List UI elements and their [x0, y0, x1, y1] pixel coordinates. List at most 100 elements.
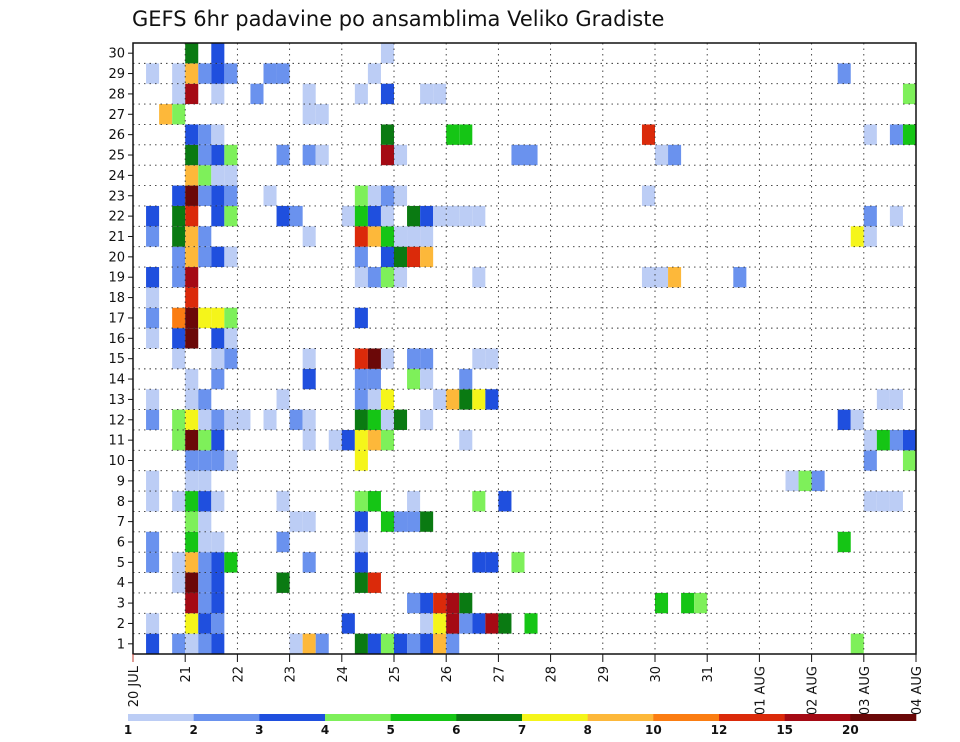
- heatmap-cell: [380, 267, 394, 288]
- heatmap-cell: [172, 307, 186, 329]
- colorbar-label: 20: [842, 723, 859, 737]
- heatmap-cell: [341, 429, 355, 451]
- heatmap-cell: [146, 552, 160, 573]
- heatmap-cell: [420, 633, 434, 654]
- heatmap-cell: [354, 491, 368, 512]
- heatmap-cell: [472, 205, 486, 227]
- heatmap-cell: [198, 144, 212, 166]
- heatmap-cell: [798, 470, 812, 492]
- heatmap-cell: [185, 572, 199, 593]
- heatmap-cell: [211, 633, 225, 654]
- y-tick-label: 4: [117, 576, 125, 591]
- heatmap-cell: [655, 592, 669, 614]
- heatmap-cell: [655, 144, 669, 166]
- y-tick-label: 27: [108, 108, 125, 123]
- heatmap-cell: [211, 246, 225, 268]
- heatmap-cell: [146, 633, 160, 654]
- heatmap-cell: [485, 613, 499, 634]
- heatmap-cell: [185, 205, 199, 227]
- colorbar-label: 2: [189, 723, 197, 737]
- heatmap-cell: [185, 592, 199, 614]
- heatmap-cell: [146, 307, 160, 329]
- heatmap-cell: [302, 83, 316, 105]
- x-axis-ticks: 20 JUL 21 22 23 24 25 26 27 28 29 30 31 01 AUG 02 AUG…: [127, 654, 925, 715]
- heatmap-cell: [407, 491, 421, 512]
- heatmap-cell: [472, 613, 486, 634]
- x-tick-label: 02 AUG: [806, 666, 821, 715]
- heatmap-cell: [185, 226, 199, 247]
- heatmap-cell: [889, 124, 903, 145]
- heatmap-cell: [837, 63, 851, 84]
- heatmap-cell: [472, 552, 486, 573]
- heatmap-cell: [354, 226, 368, 247]
- heatmap-cell: [211, 63, 225, 84]
- heatmap-cell: [420, 83, 434, 105]
- y-axis-ticks: 1234567891011121314151617181920212223242…: [108, 47, 133, 652]
- y-tick-label: 18: [108, 291, 125, 306]
- heatmap-cell: [380, 409, 394, 430]
- heatmap-cell: [302, 633, 316, 654]
- heatmap-cell: [224, 450, 238, 471]
- heatmap-cell: [211, 429, 225, 451]
- heatmap-cell: [876, 491, 890, 512]
- heatmap-cell: [224, 205, 238, 227]
- heatmap-cell: [863, 205, 877, 227]
- y-tick-label: 30: [108, 47, 125, 62]
- heatmap-cell: [198, 491, 212, 512]
- heatmap-cell: [224, 348, 238, 369]
- heatmap-cell: [459, 124, 473, 145]
- heatmap-cell: [420, 246, 434, 268]
- heatmap-cell: [263, 409, 277, 430]
- heatmap-cell: [211, 205, 225, 227]
- heatmap-cell: [302, 429, 316, 451]
- heatmap-cell: [420, 511, 434, 532]
- heatmap-cell: [407, 226, 421, 247]
- x-tick-label: 22: [231, 666, 246, 683]
- heatmap-cell: [498, 491, 512, 512]
- y-tick-label: 12: [108, 413, 125, 428]
- heatmap-cell: [367, 226, 381, 247]
- heatmap-cell: [407, 368, 421, 390]
- heatmap-cell: [394, 185, 408, 206]
- heatmap-cell: [211, 307, 225, 329]
- heatmap-cell: [472, 389, 486, 410]
- x-tick-label: 30: [649, 666, 664, 683]
- heatmap-cell: [407, 246, 421, 268]
- heatmap-cell: [302, 104, 316, 125]
- heatmap-cell: [394, 409, 408, 430]
- heatmap-cell: [211, 552, 225, 573]
- heatmap-cell: [185, 531, 199, 553]
- heatmap-cell: [641, 185, 655, 206]
- colorbar-label: 4: [321, 723, 329, 737]
- heatmap-cell: [811, 470, 825, 492]
- heatmap-cell: [380, 124, 394, 145]
- heatmap-cell: [276, 531, 290, 553]
- heatmap-cell: [276, 491, 290, 512]
- heatmap-cell: [302, 511, 316, 532]
- heatmap-cell: [224, 246, 238, 268]
- heatmap-cell: [185, 613, 199, 634]
- heatmap-cell: [198, 165, 212, 186]
- heatmap-cell: [328, 429, 342, 451]
- heatmap-cell: [302, 368, 316, 390]
- heatmap-cell: [459, 205, 473, 227]
- x-tick-label: 20 JUL: [127, 665, 142, 707]
- heatmap-cell: [185, 144, 199, 166]
- heatmap-cell: [472, 491, 486, 512]
- heatmap-cell: [733, 267, 747, 288]
- heatmap-cell: [198, 429, 212, 451]
- heatmap-cell: [446, 205, 460, 227]
- heatmap-cell: [185, 307, 199, 329]
- heatmap-cell: [250, 83, 264, 105]
- heatmap-cell: [185, 633, 199, 654]
- y-tick-label: 6: [117, 535, 125, 550]
- heatmap-cell: [185, 43, 199, 64]
- y-tick-label: 23: [108, 189, 125, 204]
- y-tick-label: 7: [117, 515, 125, 530]
- heatmap-cell: [394, 633, 408, 654]
- heatmap-cell: [172, 267, 186, 288]
- heatmap-cell: [315, 633, 329, 654]
- heatmap-cell: [172, 205, 186, 227]
- heatmap-cell: [354, 368, 368, 390]
